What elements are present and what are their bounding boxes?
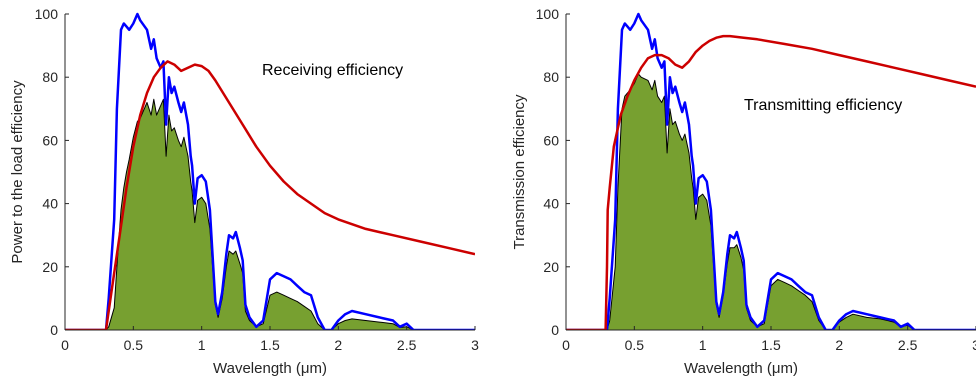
x-tick-label: 2.5: [397, 337, 417, 353]
y-tick-label: 0: [50, 322, 58, 338]
x-tick-label: 3: [471, 337, 479, 353]
series-line-2: [566, 34, 976, 330]
y-tick-label: 40: [42, 196, 58, 212]
series-line-2: [65, 60, 475, 330]
x-tick-label: 1.5: [260, 337, 280, 353]
chart-panel-2: 0 0.5 1 1.5 2 2.5 3 0 20 40 60 80 100 Wavelength (μm)…: [511, 6, 976, 377]
y-tick-label: 0: [551, 322, 559, 338]
chart-annotation: Receiving efficiency: [262, 62, 403, 79]
x-axis-label: Wavelength (μm): [684, 360, 798, 377]
y-tick-label: 60: [543, 132, 559, 148]
x-tick-label: 2.5: [898, 337, 918, 353]
y-axis-label: Transmission efficiency: [511, 94, 528, 250]
chart-annotation: Transmitting efficiency: [744, 97, 902, 114]
x-tick-label: 1: [699, 337, 707, 353]
x-tick-label: 1.5: [761, 337, 781, 353]
x-tick-label: 0: [61, 337, 69, 353]
y-tick-label: 20: [42, 259, 58, 275]
x-axis-label: Wavelength (μm): [213, 360, 327, 377]
y-tick-label: 60: [42, 132, 58, 148]
plot-area: [65, 12, 475, 330]
y-tick-label: 40: [543, 196, 559, 212]
x-tick-label: 2: [835, 337, 843, 353]
y-axis-label: Power to the load efficiency: [9, 80, 26, 264]
series-line-1: [65, 12, 475, 330]
y-tick-label: 20: [543, 259, 559, 275]
x-tick-label: 0.5: [124, 337, 144, 353]
x-tick-label: 3: [972, 337, 976, 353]
y-tick-label: 100: [35, 6, 59, 22]
chart-panel-1: 0 0.5 1 1.5 2 2.5 3 0 20 40 60 80 100 Wavelength (μm)…: [9, 6, 479, 377]
x-tick-label: 0.5: [625, 337, 645, 353]
x-tick-label: 0: [562, 337, 570, 353]
series-fill-3: [65, 99, 475, 330]
plot-area: [566, 12, 976, 330]
y-tick-label: 100: [536, 6, 560, 22]
y-tick-label: 80: [543, 69, 559, 85]
x-tick-label: 1: [198, 337, 206, 353]
series-line-1: [566, 12, 976, 330]
x-tick-label: 2: [334, 337, 342, 353]
y-tick-label: 80: [42, 69, 58, 85]
